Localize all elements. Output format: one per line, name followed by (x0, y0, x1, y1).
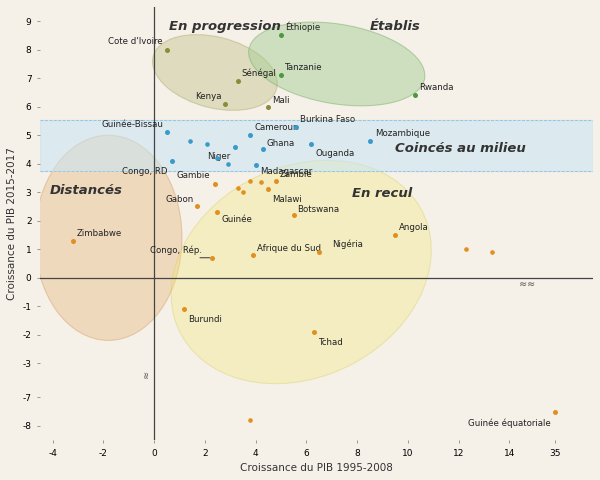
Text: Zimbabwe: Zimbabwe (77, 229, 122, 238)
Point (210, 180, 220, 188)
Text: Guinée: Guinée (221, 215, 252, 224)
Text: Burkina Faso: Burkina Faso (300, 115, 355, 124)
Point (185, 137, 194, 145)
Text: ≈: ≈ (519, 279, 527, 289)
Text: ≈: ≈ (527, 279, 535, 289)
Text: Guinée équatoriale: Guinée équatoriale (469, 419, 551, 428)
Point (167, 157, 176, 165)
Point (289, 211, 298, 219)
Point (233, 184, 242, 192)
Point (223, 160, 232, 168)
Text: Burundi: Burundi (188, 315, 222, 324)
Point (550, 408, 560, 416)
Text: Ouganda: Ouganda (315, 149, 355, 158)
Point (162, 129, 172, 136)
Text: Botswana: Botswana (298, 204, 340, 214)
Point (391, 231, 400, 239)
Text: En progression: En progression (169, 20, 281, 33)
Point (203, 140, 212, 147)
Point (410, 92, 420, 99)
Text: Angola: Angola (399, 223, 428, 232)
Ellipse shape (248, 22, 425, 106)
Point (245, 416, 255, 424)
Text: En recul: En recul (352, 187, 412, 200)
Text: Kenya: Kenya (195, 92, 221, 101)
Text: Éthiopie: Éthiopie (285, 22, 320, 32)
Text: Distancés: Distancés (50, 184, 123, 197)
Point (365, 137, 374, 145)
Point (220, 100, 230, 108)
Point (271, 177, 281, 185)
Point (193, 203, 202, 210)
Text: Établis: Établis (370, 20, 421, 33)
Text: Guinée-Bissau: Guinée-Bissau (101, 120, 163, 129)
Text: Niger: Niger (207, 152, 230, 161)
Point (230, 143, 240, 150)
Point (461, 245, 471, 253)
Point (212, 154, 222, 162)
Point (251, 161, 260, 169)
Point (292, 123, 301, 131)
Text: Coincés au milieu: Coincés au milieu (395, 143, 526, 156)
Text: Malawi: Malawi (272, 195, 302, 204)
Point (245, 132, 255, 139)
Point (212, 208, 222, 216)
Text: Congo, RD: Congo, RD (122, 167, 168, 176)
Point (245, 177, 255, 185)
Point (162, 46, 172, 54)
Ellipse shape (35, 135, 182, 340)
Point (68, 237, 77, 244)
Point (487, 248, 496, 256)
X-axis label: Croissance du PIB 1995-2008: Croissance du PIB 1995-2008 (240, 463, 393, 473)
Text: Tchad: Tchad (319, 337, 344, 347)
Point (263, 185, 273, 193)
Point (263, 103, 273, 110)
Point (248, 251, 258, 259)
Ellipse shape (171, 160, 431, 384)
Point (256, 179, 265, 186)
Text: Afrique du Sud: Afrique du Sud (257, 244, 321, 253)
Text: Mozambique: Mozambique (375, 129, 430, 138)
Point (314, 248, 324, 256)
Text: Congo, Rép.: Congo, Rép. (150, 245, 202, 255)
Point (307, 140, 316, 147)
Bar (40, 120, 593, 171)
Text: Gambie: Gambie (176, 171, 210, 180)
Point (179, 305, 189, 313)
Text: Mali: Mali (272, 96, 290, 105)
Point (276, 72, 286, 79)
Y-axis label: Croissance du PIB 2015-2017: Croissance du PIB 2015-2017 (7, 147, 17, 300)
Text: Tanzanie: Tanzanie (285, 63, 322, 72)
Point (276, 32, 286, 39)
Text: Gabon: Gabon (165, 194, 193, 204)
Point (309, 328, 319, 336)
Ellipse shape (152, 35, 277, 110)
Text: Zambie: Zambie (280, 170, 313, 180)
Text: Cameroun: Cameroun (254, 123, 299, 132)
Text: Cote d'Ivoire: Cote d'Ivoire (108, 37, 163, 46)
Point (208, 254, 217, 262)
Text: ≈: ≈ (142, 370, 151, 378)
Text: Nigéria: Nigéria (332, 240, 362, 249)
Text: Madagascar: Madagascar (260, 167, 313, 176)
Text: Ghana: Ghana (267, 139, 295, 148)
Text: Rwanda: Rwanda (419, 84, 454, 93)
Point (238, 188, 248, 196)
Point (259, 145, 268, 153)
Point (233, 77, 242, 85)
Text: Sénégal: Sénégal (242, 69, 277, 78)
